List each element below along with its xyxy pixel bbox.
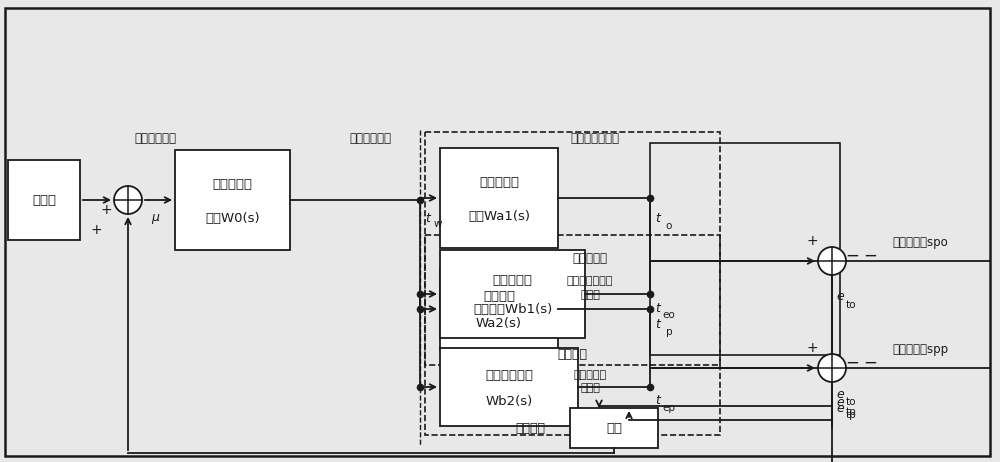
Text: t: t xyxy=(656,318,660,332)
Text: e: e xyxy=(836,401,844,414)
Text: −: − xyxy=(845,247,859,265)
Bar xyxy=(650,143,840,355)
Text: 壁温预测模型: 壁温预测模型 xyxy=(485,369,533,382)
Text: 壁温高选值: 壁温高选值 xyxy=(573,370,607,380)
Bar xyxy=(440,268,558,350)
Text: 预测模型Wb1(s): 预测模型Wb1(s) xyxy=(473,304,552,316)
Bar xyxy=(425,235,720,435)
Text: 过热器出口温度: 过热器出口温度 xyxy=(567,276,613,286)
Bar xyxy=(570,408,658,448)
Text: 壁温高限值spp: 壁温高限值spp xyxy=(892,343,948,356)
Text: μ: μ xyxy=(151,212,159,225)
Text: 汽温惰性区: 汽温惰性区 xyxy=(479,176,519,189)
Text: +: + xyxy=(90,223,102,237)
Text: 减温水门开度: 减温水门开度 xyxy=(134,132,176,145)
Bar xyxy=(8,160,80,240)
Text: t: t xyxy=(656,394,660,407)
Text: 预测模型: 预测模型 xyxy=(515,421,545,434)
Text: +: + xyxy=(100,203,112,217)
Text: 汽温设定值spo: 汽温设定值spo xyxy=(892,236,948,249)
Text: 高选: 高选 xyxy=(606,421,622,434)
Text: to: to xyxy=(846,397,856,407)
Bar xyxy=(440,250,585,338)
Text: 汽温惰性区: 汽温惰性区 xyxy=(492,274,532,287)
Text: Wa2(s): Wa2(s) xyxy=(476,317,522,330)
Text: e: e xyxy=(836,290,844,303)
Text: ep: ep xyxy=(662,403,676,413)
Text: 对象W0(s): 对象W0(s) xyxy=(205,212,260,225)
Text: eo: eo xyxy=(663,310,675,320)
Text: +: + xyxy=(806,234,818,248)
Bar xyxy=(175,150,290,250)
Text: t: t xyxy=(426,212,430,225)
Text: w: w xyxy=(434,219,442,229)
Text: +: + xyxy=(806,341,818,355)
Text: t: t xyxy=(656,212,660,225)
Bar xyxy=(440,348,578,426)
Text: 壁温对象: 壁温对象 xyxy=(483,290,515,303)
Text: o: o xyxy=(666,221,672,231)
Bar xyxy=(425,132,720,365)
Text: e: e xyxy=(836,389,844,401)
Text: 预测值: 预测值 xyxy=(580,290,600,300)
Circle shape xyxy=(114,186,142,214)
Text: 减温器后温度: 减温器后温度 xyxy=(349,132,391,145)
Bar xyxy=(440,148,558,248)
Text: p: p xyxy=(666,327,672,337)
Text: tp: tp xyxy=(846,407,856,417)
Circle shape xyxy=(818,354,846,382)
Text: 控制器: 控制器 xyxy=(32,194,56,207)
Text: 预测值: 预测值 xyxy=(580,383,600,393)
Text: 真实对象: 真实对象 xyxy=(557,348,587,361)
Text: tp: tp xyxy=(846,410,856,420)
Text: t: t xyxy=(656,302,660,315)
Text: Wb2(s): Wb2(s) xyxy=(485,395,533,407)
Text: 对象Wa1(s): 对象Wa1(s) xyxy=(468,209,530,223)
Text: 壁温高选值: 壁温高选值 xyxy=(572,251,608,265)
Text: to: to xyxy=(846,300,856,310)
Text: −: − xyxy=(863,247,877,265)
Circle shape xyxy=(818,247,846,275)
Text: 过热器出口温度: 过热器出口温度 xyxy=(570,132,620,145)
Text: −: − xyxy=(863,354,877,372)
Text: e: e xyxy=(836,396,844,409)
Text: −: − xyxy=(845,354,859,372)
Text: 喷水导前区: 喷水导前区 xyxy=(212,178,252,192)
